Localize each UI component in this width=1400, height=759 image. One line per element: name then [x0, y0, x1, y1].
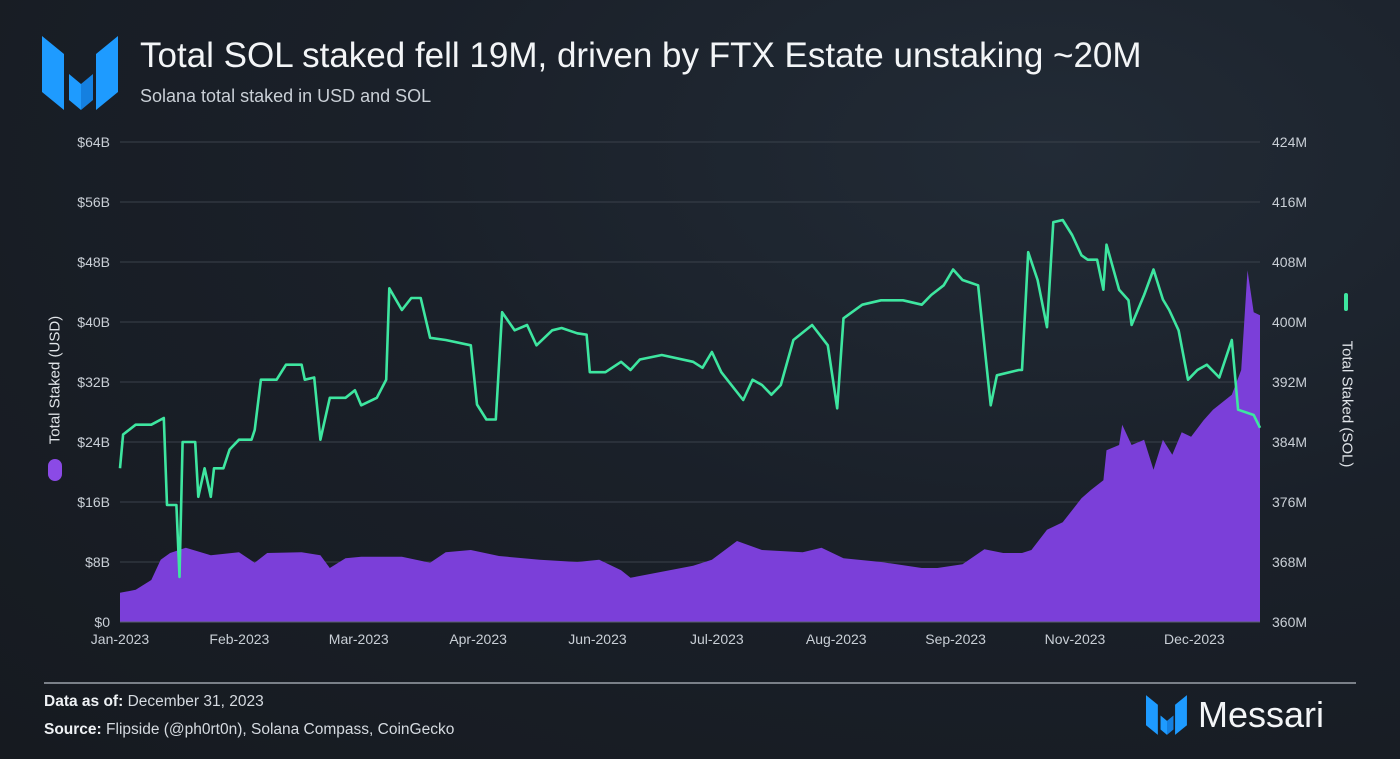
- source-value: Flipside (@ph0rt0n), Solana Compass, Coi…: [106, 721, 455, 738]
- y-right-tick-label: 376M: [1272, 494, 1307, 510]
- legend-swatch-sol: [1344, 293, 1348, 311]
- y-right-tick-label: 416M: [1272, 194, 1307, 210]
- y-left-tick-label: $64B: [77, 134, 110, 150]
- legend-swatch-usd: [48, 459, 62, 481]
- y-left-tick-label: $40B: [77, 314, 110, 330]
- source-label: Source:: [44, 721, 102, 738]
- y-right-tick-label: 408M: [1272, 254, 1307, 270]
- as-of-value: December 31, 2023: [127, 693, 264, 710]
- x-tick-label: Aug-2023: [806, 631, 867, 647]
- x-tick-label: Jun-2023: [568, 631, 627, 647]
- usd-area-series: [120, 270, 1260, 622]
- y-left-tick-label: $16B: [77, 494, 110, 510]
- chart-title: Total SOL staked fell 19M, driven by FTX…: [140, 36, 1142, 75]
- footer-divider: [44, 682, 1356, 684]
- x-tick-label: Apr-2023: [449, 631, 507, 647]
- y-right-tick-label: 400M: [1272, 314, 1307, 330]
- x-tick-label: Jul-2023: [690, 631, 744, 647]
- sol-line-series: [118, 218, 1262, 579]
- data-as-of: Data as of: December 31, 2023: [44, 693, 264, 711]
- y-axis-left-label: Total Staked (USD): [46, 315, 64, 445]
- x-tick-label: Nov-2023: [1045, 631, 1106, 647]
- chart-subtitle: Solana total staked in USD and SOL: [140, 86, 432, 106]
- messari-logo-icon: [1146, 695, 1187, 735]
- y-right-tick-label: 368M: [1272, 554, 1307, 570]
- x-tick-label: Feb-2023: [209, 631, 269, 647]
- y-left-tick-label: $32B: [77, 374, 110, 390]
- y-right-tick-label: 392M: [1272, 374, 1307, 390]
- y-right-tick-label: 424M: [1272, 134, 1307, 150]
- messari-logo-icon: [42, 36, 118, 110]
- data-source: Source: Flipside (@ph0rt0n), Solana Comp…: [44, 721, 454, 739]
- as-of-label: Data as of:: [44, 693, 124, 710]
- y-left-tick-label: $48B: [77, 254, 110, 270]
- x-tick-label: Dec-2023: [1164, 631, 1225, 647]
- brand-logo: Messari: [1146, 694, 1324, 736]
- y-left-tick-label: $56B: [77, 194, 110, 210]
- y-right-tick-label: 360M: [1272, 614, 1307, 630]
- y-left-tick-label: $0: [94, 614, 110, 630]
- brand-name: Messari: [1198, 694, 1325, 735]
- chart-plot: $0 360M $8B 368M $16B 376M $24B 384M $32B 392M $40…: [77, 134, 1307, 647]
- y-right-tick-label: 384M: [1272, 434, 1307, 450]
- x-tick-label: Sep-2023: [925, 631, 986, 647]
- x-tick-label: Mar-2023: [329, 631, 389, 647]
- y-left-tick-label: $24B: [77, 434, 110, 450]
- y-left-tick-label: $8B: [85, 554, 110, 570]
- x-tick-label: Jan-2023: [91, 631, 150, 647]
- y-axis-right-label: Total Staked (SOL): [1338, 340, 1356, 468]
